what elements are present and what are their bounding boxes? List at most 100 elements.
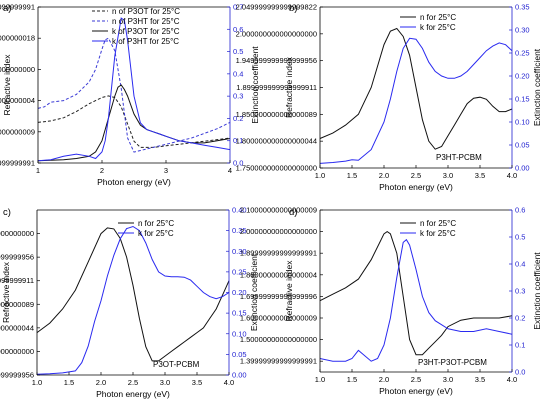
y2-tick-label: 0.00 (232, 371, 247, 380)
y-tick-label: 2.000000000000000000 (236, 29, 317, 38)
x-tick-label: 2.0 (379, 171, 389, 180)
legend-entry: k of P3OT for 25°C (112, 27, 180, 36)
legend-entry: n of P3OT for 25°C (112, 7, 180, 16)
legend-entry: n for 25°C (138, 219, 174, 228)
y-tick-label: 1.899999999999999911 (0, 276, 34, 285)
x-tick-label: 2.5 (128, 378, 138, 387)
x-tick-label: 3.5 (192, 378, 202, 387)
x-axis-label: Photon energy (eV) (96, 389, 170, 399)
y2-tick-label: 0.35 (515, 3, 530, 12)
y2-tick-label: 0.2 (233, 114, 243, 123)
y-tick-label: 1.699999999999999956 (0, 371, 34, 380)
x-tick-label: 2.0 (96, 378, 106, 387)
y-tick-label: 1.949999999999999956 (236, 56, 317, 65)
y-tick-label: 2.049999999999999822 (236, 3, 317, 12)
y2-axis-label: Extinction coefficient (250, 46, 260, 124)
chart-panel-4: d) 1.0 1.5 2.0 2.5 3.0 3.5 4.0 1.399999999999999… (240, 206, 542, 397)
y2-tick-label: 0.2 (515, 314, 525, 323)
series-line-2 (36, 225, 230, 375)
legend-entry: n of P3HT for 25°C (112, 17, 180, 26)
y2-tick-label: 0.00 (515, 164, 530, 173)
y2-tick-label: 0.0 (515, 368, 525, 377)
y-tick-label: 1.949999999999999956 (0, 253, 34, 262)
series-line-1 (319, 27, 513, 150)
y2-tick-label: 0.6 (515, 206, 525, 215)
x-axis-label: Photon energy (eV) (97, 177, 171, 187)
sample-annotation: P3OT-PCBM (153, 360, 200, 369)
y2-tick-label: 0.05 (232, 350, 247, 359)
x-tick-label: 1 (36, 166, 40, 175)
x-tick-label: 2.0 (379, 375, 389, 384)
y2-tick-label: 0.25 (232, 267, 247, 276)
x-tick-label: 1.5 (347, 375, 357, 384)
y2-tick-label: 0.3 (515, 287, 525, 296)
x-tick-label: 1.0 (32, 378, 42, 387)
y-tick-label: 2.00000000000000000 (240, 227, 317, 236)
legend-entry: k for 25°C (420, 23, 456, 32)
x-tick-label: 4.0 (507, 375, 517, 384)
y-tick-label: 2.000000000000000000 (0, 229, 34, 238)
legend-entry: k for 25°C (420, 229, 456, 238)
y-tick-label: 1.800000000000000044 (0, 323, 34, 332)
y2-tick-label: 0.20 (232, 288, 247, 297)
y2-tick-label: 0.15 (515, 95, 530, 104)
series-line-2 (319, 238, 513, 362)
y-tick-label: 2.00000000000000000 (0, 65, 35, 74)
x-tick-label: 1.0 (315, 375, 325, 384)
y-tick-label: 1.750000000000000000 (0, 347, 34, 356)
y-tick-label: 1.60000000000000009 (240, 314, 317, 323)
y-tick-label: 1.80000000000000004 (240, 270, 317, 279)
x-tick-label: 2 (100, 166, 104, 175)
x-tick-label: 4.0 (507, 171, 517, 180)
x-tick-label: 1.5 (64, 378, 74, 387)
sample-annotation: P3HT-P3OT-PCBM (418, 358, 487, 367)
x-tick-label: 3 (164, 166, 168, 175)
y-axis-label: Refractive index (284, 56, 294, 118)
x-tick-label: 4 (228, 166, 232, 175)
y2-tick-label: 0.05 (515, 141, 530, 150)
y-axis-label: Refractive index (2, 54, 12, 116)
y-tick-label: 2.20000000000000018 (0, 34, 35, 43)
y-tick-label: 2.39999999999999991 (0, 3, 35, 12)
y-tick-label: 1.60000000000000009 (0, 127, 35, 136)
x-tick-label: 3.5 (475, 375, 485, 384)
series-line-2 (319, 37, 513, 164)
x-tick-label: 1.5 (347, 171, 357, 180)
y2-tick-label: 0.7 (233, 3, 243, 12)
series-line-1 (319, 230, 513, 356)
x-tick-label: 3.5 (475, 171, 485, 180)
y-axis-label: Refractive index (1, 261, 11, 323)
x-tick-label: 3.0 (443, 375, 453, 384)
y-tick-label: 1.800000000000000044 (236, 137, 317, 146)
chart-panel-2: b) 1.0 1.5 2.0 2.5 3.0 3.5 4.0 1.750000000000000… (236, 3, 542, 193)
y2-tick-label: 0.30 (515, 26, 530, 35)
y2-tick-label: 0.1 (233, 136, 243, 145)
y2-tick-label: 0.30 (232, 247, 247, 256)
x-axis-label: Photon energy (eV) (379, 386, 453, 396)
y-tick-label: 1.750000000000000000 (236, 164, 317, 173)
y2-axis-label: Extinction coefficient (532, 252, 542, 330)
y2-tick-label: 0.15 (232, 309, 247, 318)
panel-label: d) (289, 207, 297, 218)
legend-entry: k for 25°C (138, 229, 174, 238)
y-tick-label: 1.80000000000000004 (0, 96, 35, 105)
y2-tick-label: 0.40 (232, 206, 247, 215)
y-tick-label: 1.899999999999999911 (236, 83, 317, 92)
series-line-4 (37, 17, 231, 162)
y-tick-label: 1.69999999999999996 (240, 292, 317, 301)
series-line-1 (36, 227, 230, 362)
series-line-1 (37, 95, 231, 148)
chart-panel-3: c) 1.0 1.5 2.0 2.5 3.0 3.5 4.0 1.699999999999999… (0, 206, 259, 400)
y2-tick-label: 0.25 (515, 49, 530, 58)
y-tick-label: 1.850000000000000089 (236, 110, 317, 119)
y2-axis-label: Extinction coefficient (532, 48, 542, 126)
y-tick-label: 2.10000000000000009 (240, 206, 317, 215)
panel-label: a) (3, 3, 11, 14)
series-line-2 (37, 37, 231, 153)
y-axis-label: Refractive index (284, 260, 294, 322)
y2-tick-label: 0.1 (515, 341, 525, 350)
y2-tick-label: 0.0 (233, 159, 243, 168)
panel-label: c) (3, 207, 11, 218)
x-tick-label: 2.5 (411, 171, 421, 180)
